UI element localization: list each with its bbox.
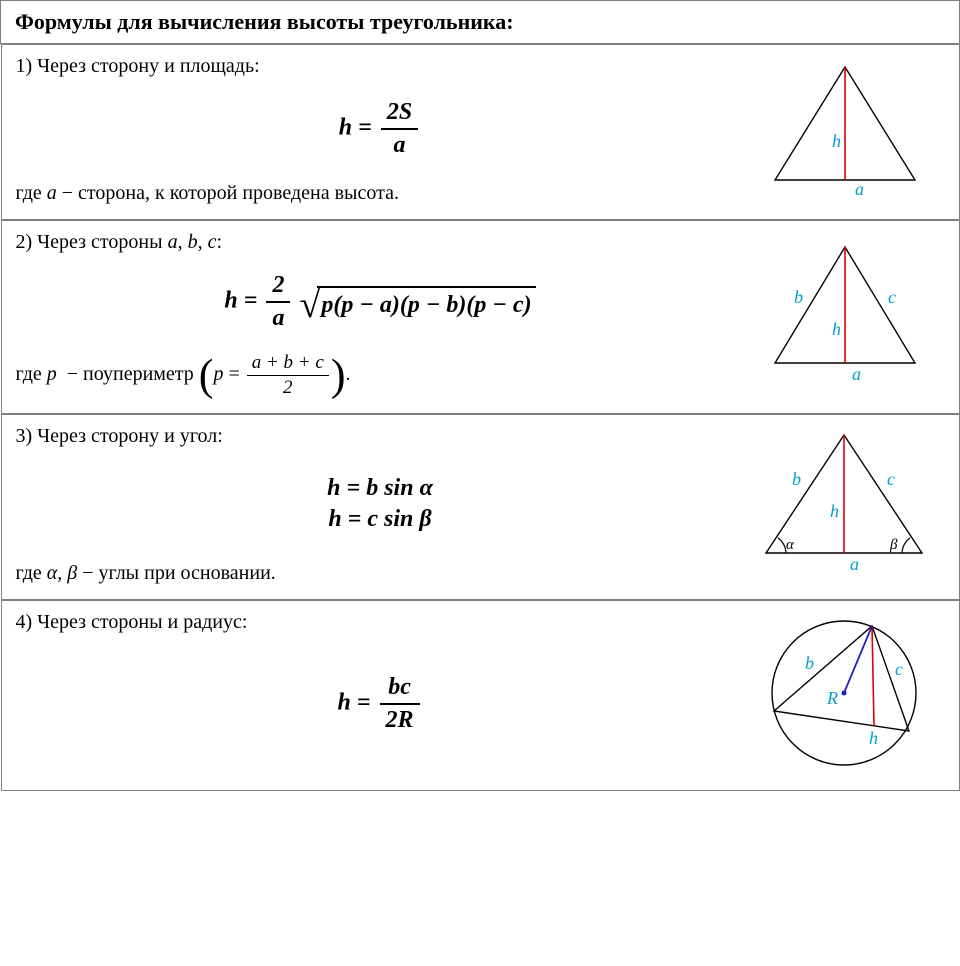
- text-col: 3) Через сторону и угол: h = b sin αh = …: [16, 425, 745, 585]
- label-a: a: [855, 179, 864, 199]
- triangle-diagram-1: h a: [760, 55, 930, 205]
- label-R: R: [826, 688, 838, 708]
- row-4: 4) Через стороны и радиус: h = bc2R b c …: [1, 600, 960, 791]
- diagram-col: b c h α β a: [745, 425, 945, 585]
- table-title: Формулы для вычисления высоты треугольни…: [1, 1, 960, 44]
- row-formula: h = b sin αh = c sin β: [16, 475, 745, 533]
- diagram-col: h a: [745, 55, 945, 205]
- row-note: где p − поупериметр (p = a + b + c2).: [16, 352, 745, 399]
- row-formula: h = 2a √p(p − a)(p − b)(p − c): [16, 272, 745, 332]
- label-c: c: [895, 659, 903, 679]
- label-c: c: [888, 287, 896, 307]
- text-col: 2) Через стороны a, b, c: h = 2a √p(p − …: [16, 231, 745, 399]
- label-h: h: [832, 319, 841, 339]
- row-note: где a − сторона, к которой проведена выс…: [16, 182, 745, 205]
- row-3: 3) Через сторону и угол: h = b sin αh = …: [1, 414, 960, 600]
- label-alpha: α: [786, 537, 795, 553]
- text-col: 1) Через сторону и площадь: h = 2Sa где …: [16, 55, 745, 205]
- diagram-col: b c h a: [745, 231, 945, 399]
- triangle-diagram-2: b c h a: [760, 235, 930, 395]
- label-b: b: [805, 653, 814, 673]
- label-a: a: [852, 364, 861, 384]
- row-note: где α, β − углы при основании.: [16, 562, 745, 585]
- label-a: a: [850, 554, 859, 574]
- row-formula: h = 2Sa: [16, 99, 745, 159]
- label-beta: β: [889, 537, 898, 553]
- label-b: b: [792, 469, 801, 489]
- triangle-diagram-4: b c R h: [757, 611, 932, 776]
- row-heading: 3) Через сторону и угол:: [16, 425, 745, 448]
- formula-table: Формулы для вычисления высоты треугольни…: [0, 0, 960, 791]
- label-b: b: [794, 287, 803, 307]
- row-heading: 4) Через стороны и радиус:: [16, 611, 745, 634]
- label-h: h: [869, 728, 878, 748]
- row-heading: 2) Через стороны a, b, c:: [16, 231, 745, 254]
- row-2: 2) Через стороны a, b, c: h = 2a √p(p − …: [1, 220, 960, 414]
- label-h: h: [830, 501, 839, 521]
- text-col: 4) Через стороны и радиус: h = bc2R: [16, 611, 745, 776]
- label-h: h: [832, 131, 841, 151]
- row-formula: h = bc2R: [16, 674, 745, 734]
- row-heading: 1) Через сторону и площадь:: [16, 55, 745, 78]
- diagram-col: b c R h: [745, 611, 945, 776]
- label-c: c: [887, 469, 895, 489]
- row-1: 1) Через сторону и площадь: h = 2Sa где …: [1, 44, 960, 220]
- triangle-diagram-3: b c h α β a: [752, 425, 937, 585]
